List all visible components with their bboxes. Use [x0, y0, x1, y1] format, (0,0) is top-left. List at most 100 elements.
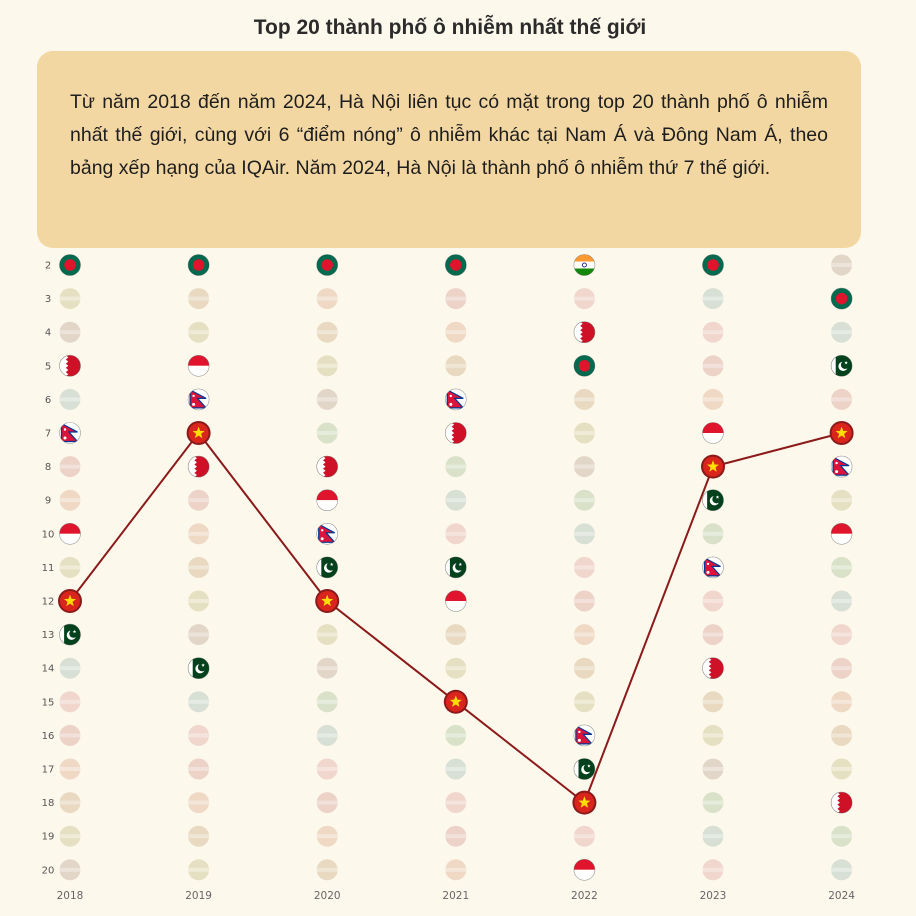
flag-faded — [316, 691, 338, 713]
flag-faded — [188, 724, 210, 746]
flag-faded — [831, 657, 853, 679]
flag-bahrain — [702, 657, 724, 680]
year-label: 2021 — [442, 890, 469, 902]
flag-faded — [702, 590, 724, 612]
rank-label: 15 — [42, 697, 55, 708]
rank-label: 10 — [42, 529, 55, 540]
rank-label: 11 — [42, 563, 55, 574]
hanoi-point — [443, 689, 468, 714]
rank-label: 5 — [45, 361, 51, 372]
flag-faded — [573, 624, 595, 646]
flag-faded — [188, 792, 210, 814]
flag-nepal — [187, 388, 210, 411]
flag-faded — [316, 422, 338, 444]
flag-faded — [445, 758, 467, 780]
flag-bangladesh — [830, 287, 853, 310]
callout-text: Từ năm 2018 đến năm 2024, Hà Nội liên tụ… — [70, 91, 828, 179]
rank-label: 3 — [45, 294, 51, 305]
rank-label: 4 — [45, 328, 51, 339]
flag-faded — [316, 321, 338, 343]
flag-faded — [702, 758, 724, 780]
flag-faded — [59, 825, 81, 847]
flag-faded — [573, 691, 595, 713]
flag-faded — [188, 489, 210, 511]
rank-label: 13 — [42, 630, 55, 641]
flag-faded — [445, 624, 467, 646]
year-label: 2018 — [57, 890, 84, 902]
flag-faded — [831, 556, 853, 578]
flag-faded — [59, 321, 81, 343]
rank-label: 7 — [45, 429, 51, 440]
flag-faded — [445, 355, 467, 377]
flag-faded — [188, 691, 210, 713]
flag-faded — [831, 388, 853, 410]
flag-faded — [316, 859, 338, 881]
flag-faded — [702, 388, 724, 410]
flag-faded — [573, 523, 595, 545]
flag-faded — [573, 657, 595, 679]
hanoi-point — [701, 454, 725, 479]
flag-faded — [702, 523, 724, 545]
flag-faded — [59, 388, 81, 410]
flag-faded — [831, 859, 853, 881]
flag-faded — [702, 825, 724, 847]
flag-pakistan — [573, 758, 596, 780]
flag-faded — [702, 691, 724, 713]
flag-faded — [573, 288, 595, 310]
flag-faded — [445, 489, 467, 511]
flag-faded — [573, 456, 595, 478]
flag-pakistan — [187, 657, 210, 680]
flag-nepal — [702, 556, 724, 579]
flag-faded — [316, 792, 338, 814]
year-label: 2024 — [828, 890, 855, 902]
flag-faded — [702, 724, 724, 746]
hanoi-point — [58, 589, 82, 613]
flag-faded — [188, 523, 210, 545]
flag-nepal — [830, 455, 853, 478]
flag-faded — [316, 724, 338, 746]
flag-indonesia — [444, 590, 467, 612]
flag-faded — [445, 825, 467, 847]
flag-bahrain — [573, 321, 596, 344]
flag-faded — [445, 657, 467, 679]
flag-nepal — [59, 422, 81, 444]
flag-bangladesh — [316, 254, 339, 276]
flag-india — [573, 254, 596, 276]
flag-bahrain — [187, 455, 210, 478]
flag-faded — [59, 489, 81, 511]
flag-faded — [188, 556, 210, 578]
flag-faded — [702, 792, 724, 814]
flag-faded — [445, 456, 467, 478]
rank-label: 2 — [45, 261, 51, 272]
rank-label: 6 — [45, 395, 51, 406]
flag-faded — [573, 489, 595, 511]
flag-indonesia — [702, 422, 724, 444]
flag-bahrain — [316, 455, 339, 478]
flag-faded — [188, 624, 210, 646]
flag-faded — [445, 523, 467, 545]
flag-bangladesh — [187, 254, 210, 276]
flag-indonesia — [316, 489, 339, 512]
hanoi-point — [315, 589, 340, 613]
flag-faded — [59, 758, 81, 780]
rank-label: 8 — [45, 462, 51, 473]
flag-indonesia — [59, 522, 81, 545]
flag-faded — [445, 288, 467, 310]
flag-faded — [445, 724, 467, 746]
flag-pakistan — [444, 556, 467, 579]
rank-label: 20 — [42, 865, 55, 876]
flag-faded — [831, 624, 853, 646]
flag-nepal — [316, 522, 339, 545]
flag-faded — [573, 388, 595, 410]
flag-faded — [188, 825, 210, 847]
rank-label: 9 — [45, 496, 51, 507]
hanoi-point — [572, 790, 597, 815]
flag-faded — [59, 288, 81, 310]
flag-faded — [188, 859, 210, 881]
flag-bahrain — [444, 422, 467, 444]
flag-faded — [188, 590, 210, 612]
rank-label: 14 — [42, 664, 55, 675]
flag-faded — [831, 254, 853, 276]
flag-faded — [316, 657, 338, 679]
